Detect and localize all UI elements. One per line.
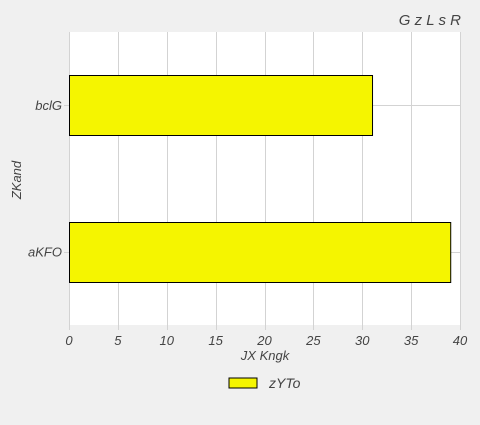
bars (69, 75, 452, 283)
y-tick-label: bclG (35, 98, 62, 113)
legend-swatch (228, 377, 258, 389)
y-tick-label: aKFO (28, 244, 62, 259)
x-tick-label: 35 (404, 333, 419, 348)
x-tick-label: 30 (355, 333, 370, 348)
y-axis-label: ZKand (9, 160, 24, 200)
x-tick-label: 0 (65, 333, 73, 348)
bar (69, 222, 452, 283)
x-axis-label: JX Kngk (240, 348, 291, 363)
x-tick-label: 20 (256, 333, 272, 348)
legend-label: zYTo (268, 375, 301, 391)
x-tick-label: 10 (160, 333, 175, 348)
x-tick-label: 40 (453, 333, 468, 348)
x-tick-label: 25 (305, 333, 321, 348)
chart-title: G z L s R (399, 12, 461, 29)
x-axis-ticks: 0 5 10 15 20 25 30 35 40 (65, 325, 468, 348)
bar (69, 75, 374, 136)
x-tick-label: 5 (114, 333, 122, 348)
y-axis-ticks: bclG aKFO (28, 98, 69, 259)
x-tick-label: 15 (208, 333, 223, 348)
legend: zYTo (228, 375, 301, 391)
